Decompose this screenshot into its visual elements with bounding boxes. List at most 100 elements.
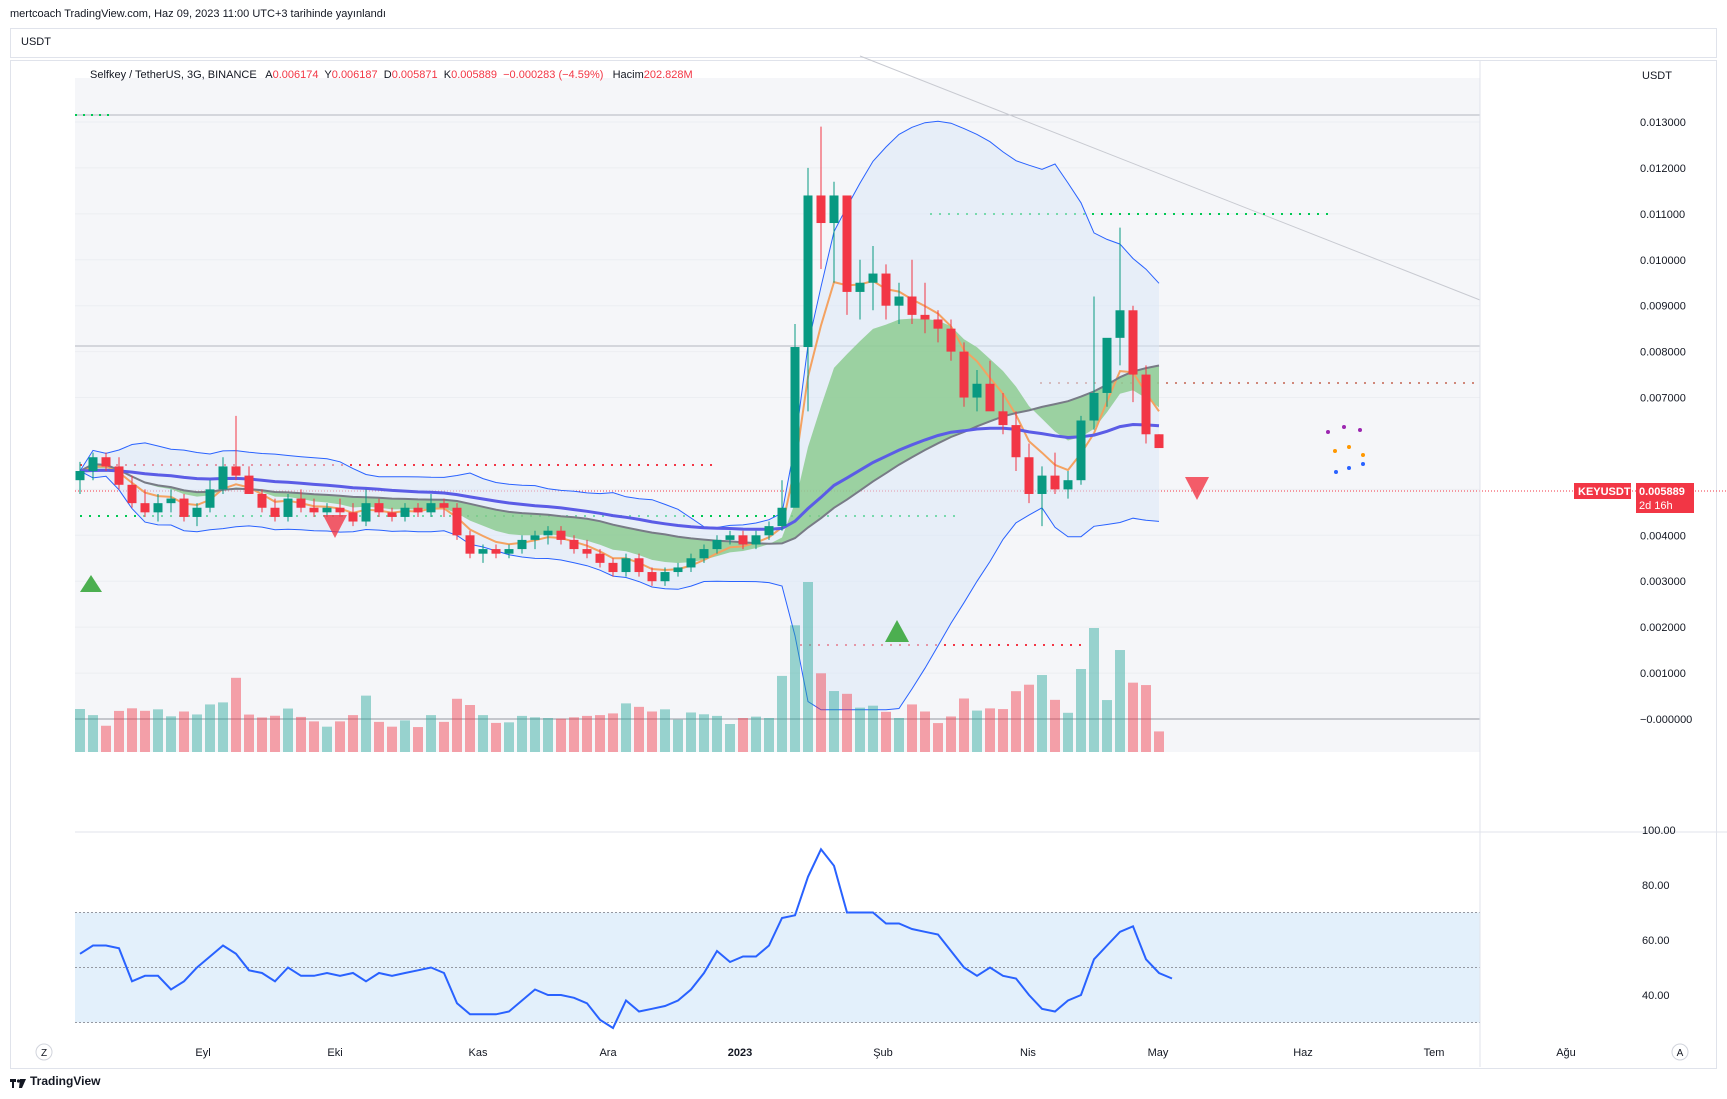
legend-low: 0.005871 <box>391 69 438 81</box>
auto-scale-button[interactable] <box>1671 1043 1689 1061</box>
volume-bar <box>608 713 618 752</box>
candle-body <box>244 475 254 494</box>
candle-body <box>647 572 657 582</box>
time-axis-label: Nis <box>1020 1047 1036 1059</box>
candle-body <box>439 503 449 508</box>
legend-change: −0.000283 (−4.59%) <box>503 69 604 81</box>
volume-bar <box>257 717 267 752</box>
candle-body <box>1128 310 1138 375</box>
time-axis-label: Şub <box>873 1047 893 1059</box>
volume-bar <box>712 715 722 752</box>
legend-open-label: A <box>265 69 273 81</box>
volume-bar <box>1115 650 1125 752</box>
footer-brand[interactable]: TradingView <box>10 1074 100 1088</box>
volume-bar <box>933 723 943 752</box>
time-axis-label: Eki <box>327 1047 342 1059</box>
volume-bar <box>1128 682 1138 752</box>
candle-body <box>686 558 696 568</box>
current-price-badge <box>1636 483 1694 513</box>
price-tick-label: 0.007000 <box>1640 393 1686 405</box>
volume-bar <box>920 711 930 752</box>
rsi-line <box>79 847 1173 1030</box>
volume-bar <box>634 706 644 752</box>
candle-body <box>699 549 709 559</box>
volume-bar <box>777 675 787 752</box>
ma-slow-line <box>79 364 1160 545</box>
candle-body <box>621 558 631 573</box>
volume-bar <box>452 698 462 752</box>
projection-dot <box>1334 470 1338 474</box>
projection-dot <box>1361 462 1365 466</box>
volume-bar <box>309 721 319 752</box>
candle-body <box>751 535 761 545</box>
candle-body <box>231 466 241 476</box>
volume-bar <box>1141 685 1151 752</box>
candle-body <box>452 507 462 536</box>
candle-body <box>374 503 384 513</box>
zoom-reset-label: Z <box>41 1048 47 1059</box>
volume-bar <box>426 715 436 752</box>
volume-bar <box>556 718 566 752</box>
candle-body <box>634 558 644 573</box>
candle-body <box>309 507 319 513</box>
candle-body <box>504 549 514 554</box>
volume-bar <box>179 711 189 752</box>
candle-body <box>660 572 670 582</box>
volume-bar <box>387 726 397 752</box>
volume-bar <box>725 724 735 752</box>
candle-body <box>712 539 722 550</box>
candle-body <box>478 549 488 554</box>
time-axis-label: Kas <box>469 1047 488 1059</box>
volume-bar <box>1011 691 1021 752</box>
volume-bar <box>1063 712 1073 752</box>
volume-bar <box>439 721 449 752</box>
quote-currency-label: USDT <box>21 36 51 48</box>
candle-body <box>335 507 345 513</box>
volume-bar <box>413 727 423 752</box>
candle-body <box>465 535 475 554</box>
candle-body <box>946 328 956 352</box>
volume-bar <box>803 582 813 752</box>
volume-bar <box>166 716 176 752</box>
candle-body <box>179 498 189 517</box>
candle-body <box>569 539 579 550</box>
candle-body <box>413 507 423 513</box>
volume-bar <box>270 715 280 752</box>
volume-bar <box>192 714 202 752</box>
volume-bar <box>101 725 111 752</box>
time-axis-label: May <box>1148 1047 1169 1059</box>
projection-dot <box>1326 430 1330 434</box>
candle-body <box>920 314 930 320</box>
volume-bar <box>569 717 579 752</box>
volume-bar <box>1154 731 1164 752</box>
sell-signal-icon <box>1185 477 1209 500</box>
symbol-badge-label: KEYUSDT <box>1578 486 1631 498</box>
candle-body <box>1102 337 1112 393</box>
candle-body <box>140 503 150 513</box>
volume-bar <box>1102 700 1112 752</box>
volume-bar <box>478 715 488 752</box>
rsi-tick-label: 80.00 <box>1642 880 1670 892</box>
candle-body <box>530 535 540 540</box>
volume-bar <box>75 709 85 752</box>
volume-bar <box>491 722 501 752</box>
candle-body <box>1063 480 1073 490</box>
candle-body <box>1089 392 1099 421</box>
candle-body <box>855 282 865 292</box>
volume-bar <box>348 715 358 752</box>
candle-body <box>595 553 605 563</box>
candle-body <box>296 498 306 508</box>
candle-body <box>829 195 839 224</box>
legend-close-label: K <box>443 69 452 81</box>
zoom-reset-button[interactable] <box>35 1043 53 1061</box>
candle-body <box>738 535 748 545</box>
candle-body <box>907 296 917 315</box>
volume-bar <box>283 708 293 752</box>
candle-body <box>1050 475 1060 490</box>
candle-body <box>88 457 98 472</box>
bollinger-band-fill <box>80 121 1159 710</box>
price-tick-label: 0.008000 <box>1640 347 1686 359</box>
volume-bar <box>647 711 657 752</box>
price-tick-label: 0.010000 <box>1640 255 1686 267</box>
